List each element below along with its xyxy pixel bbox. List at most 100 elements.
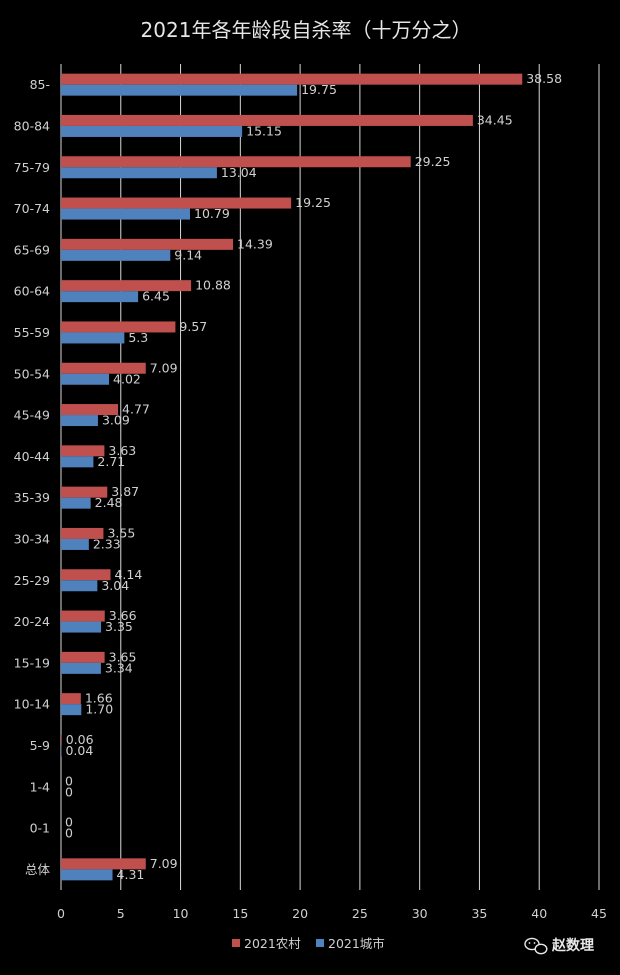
data-label: 3.66 [109,608,137,623]
bar-urban [61,456,94,468]
bar-rural [61,527,104,539]
data-label: 6.45 [142,289,170,304]
category-label: 65-69 [14,242,50,257]
bar-urban [61,538,89,550]
legend: 2021农村 2021城市 [232,936,385,951]
x-tick-label: 25 [352,906,368,921]
legend-label: 2021城市 [328,936,385,951]
category-label: 15-19 [14,655,50,670]
bar-rural [61,280,192,292]
data-label: 3.04 [101,578,129,593]
category-label: 总体 [25,862,51,877]
category-label: 0-1 [30,821,50,836]
bar-rural [61,238,234,250]
bar-urban [61,662,101,674]
x-tick-label: 10 [173,906,189,921]
data-label: 9.57 [179,319,207,334]
data-label: 3.35 [105,619,133,634]
data-label: 1.66 [85,691,113,706]
data-label: 4.02 [113,371,141,386]
watermark-text: 赵数理 [551,937,594,954]
bars [61,73,523,881]
x-tick-label: 45 [591,906,607,921]
data-label: 3.09 [102,413,130,428]
data-label: 5.3 [128,330,148,345]
bar-rural [61,73,523,85]
category-label: 10-14 [14,697,50,712]
data-label: 19.25 [295,195,331,210]
data-label: 1.70 [85,702,113,717]
bar-urban [61,125,243,137]
category-label: 55-59 [14,325,50,340]
category-label: 85- [30,77,50,92]
category-label: 25-29 [14,573,50,588]
data-label: 2.71 [97,454,125,469]
bar-rural [61,156,411,168]
bar-rural [61,321,176,333]
legend-swatch [232,939,240,947]
bar-urban [61,249,171,261]
data-label: 0 [65,773,73,788]
data-label: 10.79 [194,206,230,221]
data-label: 3.34 [105,660,133,675]
bar-urban [61,167,217,179]
data-label: 38.58 [526,71,562,86]
chart-title: 2021年各年龄段自杀率（十万分之） [141,18,472,42]
category-label: 30-34 [14,531,50,546]
data-label: 7.09 [150,856,178,871]
data-label: 19.75 [301,82,337,97]
x-tick-label: 35 [471,906,487,921]
data-label: 2.33 [93,536,121,551]
category-label: 80-84 [14,118,50,133]
x-tick-labels: 0 5 10 15 20 25 30 35 40 45 [57,906,607,921]
category-label: 5-9 [30,738,50,753]
bar-urban [61,332,125,344]
data-label: 4.77 [122,402,150,417]
data-labels: 38.58 19.75 34.45 15.15 29.25 13.04 19.25 10.79… [65,71,562,882]
bar-rural [61,114,473,126]
bar-rural [61,362,146,374]
data-label: 13.04 [221,165,257,180]
legend-swatch [316,939,324,947]
bar-urban [61,291,139,303]
x-tick-label: 5 [117,906,125,921]
category-label: 35-39 [14,490,50,505]
watermark: 赵数理 [524,937,594,955]
bar-urban [61,580,98,592]
category-labels: 85- 80-84 75-79 70-74 65-69 60-64 55-59 50-54 45… [14,77,51,877]
data-label: 0 [65,826,73,841]
data-label: 15.15 [246,123,282,138]
bar-rural [61,404,119,416]
data-label: 2.48 [95,495,123,510]
data-label: 3.65 [109,649,137,664]
category-label: 40-44 [14,449,50,464]
bar-rural [61,486,108,498]
x-tick-label: 15 [232,906,248,921]
wechat-icon [524,937,548,955]
bar-urban [61,415,98,427]
data-label: 14.39 [237,236,273,251]
data-label: 4.31 [117,867,145,882]
category-label: 70-74 [14,201,50,216]
category-label: 60-64 [14,284,50,299]
data-label: 0 [65,784,73,799]
bar-urban [61,704,82,716]
bar-urban [61,869,113,881]
bar-rural [61,569,111,581]
category-label: 75-79 [14,160,50,175]
data-label: 3.87 [111,484,139,499]
data-label: 3.63 [108,443,136,458]
bar-urban [61,621,102,633]
x-tick-label: 40 [531,906,547,921]
data-label: 29.25 [415,154,451,169]
data-label: 3.55 [107,525,135,540]
category-label: 20-24 [14,614,50,629]
bar-rural [61,197,292,209]
bar-rural [61,651,105,663]
bar-rural [61,693,81,705]
data-label: 34.45 [477,112,513,127]
data-label: 7.09 [150,360,178,375]
data-label: 0.04 [65,743,93,758]
category-label: 50-54 [14,366,50,381]
